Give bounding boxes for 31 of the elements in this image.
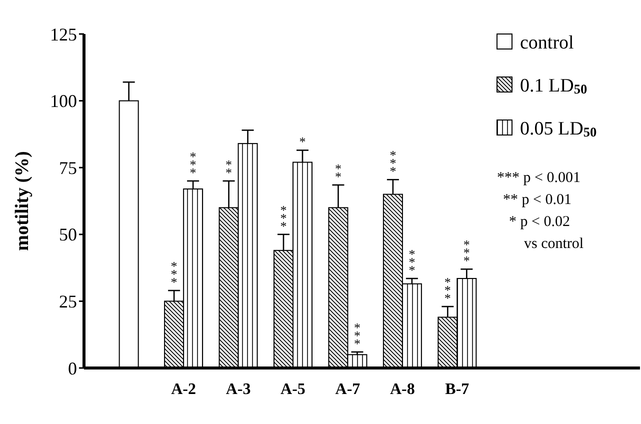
annotation: ** — [334, 160, 342, 184]
text: * p < 0.02 — [509, 214, 570, 230]
legend-label: 0.05 LD$_{50}$ — [520, 118, 597, 140]
x-tick-label: A-3 — [226, 381, 251, 398]
legend-label: 0.1 LD$_{50}$ — [520, 76, 588, 97]
y-axis-title: motility (%) — [12, 151, 33, 251]
annotation: *** — [408, 246, 416, 278]
annotation: *** — [354, 320, 360, 351]
y-tick-label: 25 — [59, 292, 77, 312]
legend-label: control — [520, 32, 574, 54]
annotation: ** — [226, 156, 232, 180]
annotation: *** — [444, 274, 451, 306]
x-tick-label: B-7 — [445, 381, 470, 398]
annotation: *** — [390, 148, 396, 179]
y-tick-label: 75 — [59, 158, 77, 178]
text: *** p < 0.001 — [497, 170, 580, 186]
annotation: * — [299, 134, 306, 150]
text: ** p < 0.01 — [503, 192, 572, 208]
y-tick-label: 50 — [59, 224, 77, 245]
y-tick-label: 100 — [50, 91, 77, 112]
y-tick-label: 0 — [68, 358, 77, 378]
x-tick-label: A-8 — [390, 381, 415, 398]
x-tick-label: A-5 — [280, 381, 306, 398]
annotation: *** — [463, 237, 470, 268]
x-tick-label: A-2 — [171, 381, 196, 398]
annotation: *** — [280, 202, 287, 234]
text: vs control — [524, 236, 584, 252]
annotation: *** — [170, 258, 178, 290]
x-tick-label: A-7 — [335, 381, 360, 398]
y-tick-label: 125 — [50, 24, 77, 44]
annotation: *** — [190, 148, 196, 180]
